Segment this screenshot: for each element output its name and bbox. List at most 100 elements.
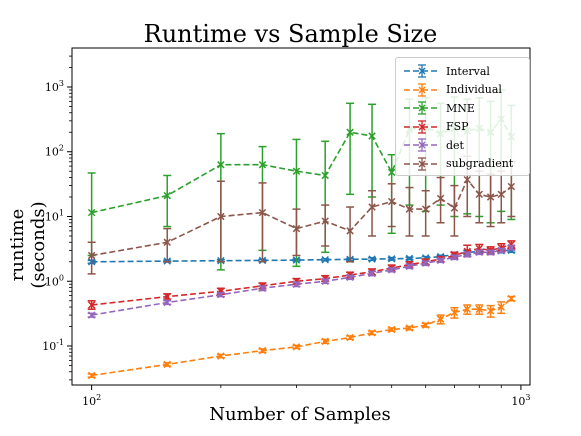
- subgradient-point: [258, 208, 267, 217]
- legend-swatch: [404, 138, 440, 152]
- mne-point: [258, 161, 267, 169]
- mne-point: [292, 167, 301, 175]
- interval-point: [321, 255, 329, 264]
- legend-swatch: [404, 119, 440, 134]
- subgradient-point: [421, 205, 430, 213]
- subgradient-line: [91, 178, 512, 257]
- legend: Interval Individual MNE FSP det subgradient: [395, 57, 530, 176]
- legend-swatch: [404, 64, 440, 78]
- individual-point: [421, 321, 430, 329]
- subgradient-point: [346, 227, 354, 235]
- subgradient-point: [387, 197, 396, 206]
- chart-title: Runtime vs Sample Size: [143, 20, 438, 48]
- subgradient-point: [507, 182, 516, 191]
- mne-point: [217, 161, 225, 169]
- det-point: [436, 256, 445, 265]
- subgradient-point: [486, 193, 495, 201]
- individual-point: [346, 333, 354, 342]
- interval-point: [387, 255, 396, 263]
- fsp-point: [87, 301, 96, 309]
- fsp-point: [163, 292, 171, 301]
- individual-point: [217, 352, 225, 360]
- individual-point: [497, 303, 505, 311]
- subgradient-point: [463, 175, 472, 184]
- subgradient-point: [475, 190, 484, 199]
- legend-item-fsp: FSP: [402, 119, 469, 135]
- legend-label: MNE: [446, 101, 475, 115]
- x-axis-label: Number of Samples: [209, 404, 391, 425]
- det-point: [450, 253, 459, 261]
- individual-point: [450, 308, 459, 317]
- series-fsp: [87, 240, 516, 310]
- x-tick-label: 103: [511, 393, 530, 408]
- individual-point: [87, 371, 96, 380]
- det-point: [405, 262, 414, 271]
- interval-point: [368, 255, 376, 263]
- y-axis-label: runtime (seconds): [7, 201, 49, 289]
- individual-point: [486, 307, 495, 315]
- individual-point: [475, 305, 484, 313]
- y-tick-label: 103: [45, 79, 64, 94]
- det-point: [463, 250, 472, 259]
- subgradient-point: [87, 251, 96, 260]
- individual-point: [463, 305, 472, 313]
- y-tick-label: 101: [45, 209, 64, 224]
- individual-point: [292, 343, 301, 351]
- legend-swatch: [404, 156, 440, 171]
- legend-item-interval: Interval: [402, 63, 490, 79]
- legend-label: FSP: [446, 120, 469, 133]
- individual-point: [321, 337, 329, 346]
- mne-point: [163, 191, 171, 200]
- det-point: [346, 273, 354, 282]
- subgradient-point: [497, 190, 505, 199]
- y-tick-label: 100: [45, 273, 64, 288]
- det-point: [217, 290, 225, 299]
- det-point: [497, 246, 505, 255]
- y-tick-label: 102: [45, 144, 64, 159]
- legend-item-individual: Individual: [402, 82, 502, 98]
- mne-point: [87, 208, 96, 217]
- det-point: [421, 259, 430, 267]
- interval-point: [405, 254, 414, 263]
- det-point: [163, 298, 171, 307]
- subgradient-point: [292, 224, 301, 233]
- mne-point: [346, 128, 354, 136]
- legend-item-det: det: [402, 137, 464, 153]
- series-subgradient: [87, 155, 516, 275]
- individual-point: [258, 346, 267, 355]
- individual-line: [91, 297, 512, 377]
- interval-line: [91, 249, 512, 263]
- legend-label: det: [446, 138, 464, 152]
- individual-point: [436, 315, 445, 323]
- det-point: [387, 266, 396, 274]
- det-point: [475, 248, 484, 257]
- det-point: [507, 243, 516, 252]
- y-tick-label: 10-1: [42, 338, 64, 353]
- subgradient-point: [405, 205, 414, 213]
- individual-point: [405, 324, 414, 332]
- subgradient-point: [436, 194, 445, 203]
- legend-item-subgradient: subgradient: [402, 156, 513, 172]
- x-tick-label: 102: [82, 393, 101, 408]
- subgradient-point: [368, 203, 376, 211]
- det-point: [292, 280, 301, 288]
- mne-point: [321, 171, 329, 180]
- individual-point: [507, 294, 516, 303]
- legend-swatch: [404, 82, 440, 97]
- legend-label: Individual: [446, 83, 502, 96]
- subgradient-point: [450, 204, 459, 212]
- mne-point: [387, 168, 396, 177]
- series-det: [87, 243, 516, 319]
- det-point: [87, 311, 96, 319]
- legend-item-mne: MNE: [402, 100, 475, 116]
- legend-swatch: [404, 101, 440, 115]
- legend-label: Interval: [446, 64, 490, 78]
- subgradient-point: [321, 217, 329, 225]
- series-individual: [87, 294, 516, 380]
- det-line: [91, 246, 512, 316]
- subgradient-point: [217, 212, 225, 221]
- individual-point: [387, 325, 396, 334]
- det-point: [486, 248, 495, 257]
- mne-point: [368, 132, 376, 140]
